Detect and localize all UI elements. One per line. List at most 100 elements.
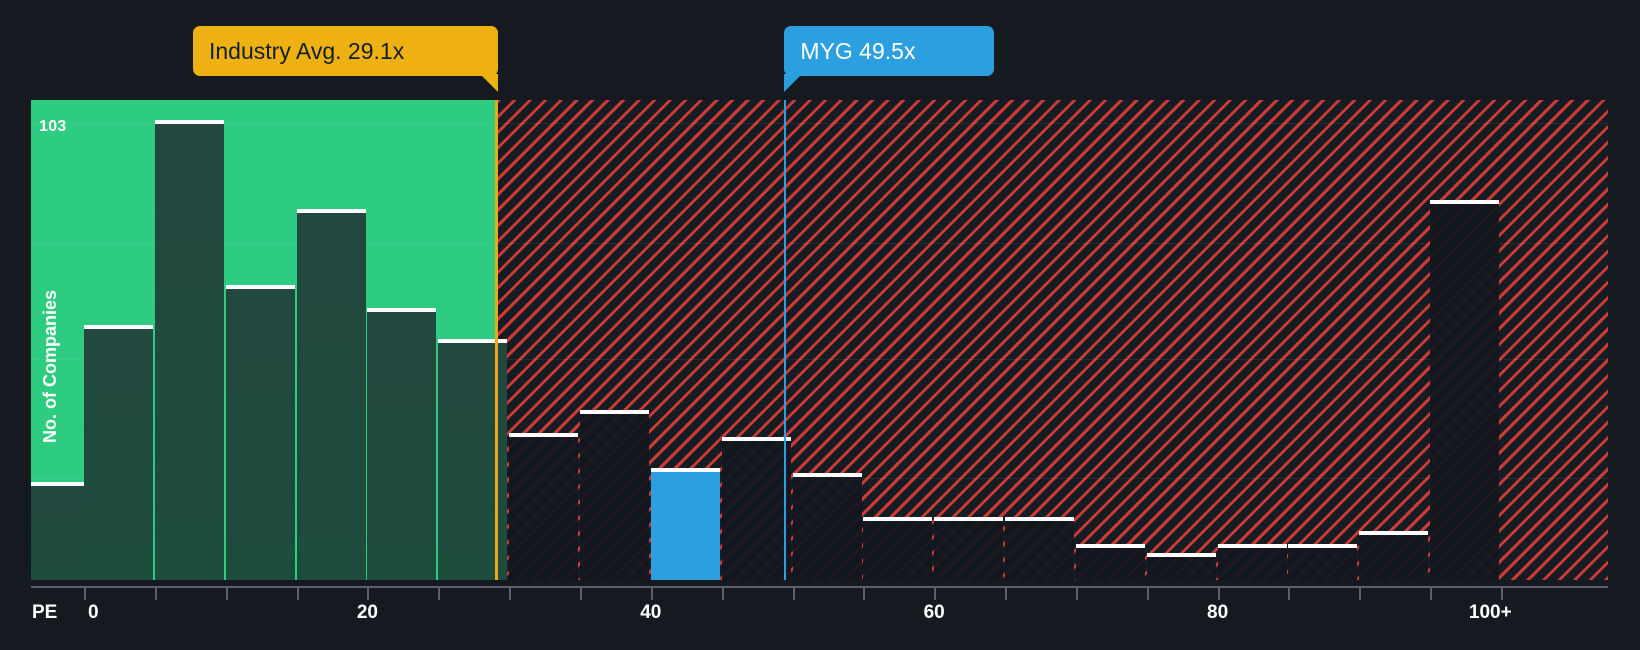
industry-average-callout[interactable]: Industry Avg. 29.1x <box>193 26 499 92</box>
bar[interactable] <box>84 325 153 580</box>
bar[interactable] <box>1147 553 1216 580</box>
gridline <box>31 243 1608 244</box>
bar[interactable] <box>1076 544 1145 580</box>
bar-body <box>651 472 720 580</box>
bar-body <box>84 329 153 580</box>
x-axis-tick <box>1005 588 1008 600</box>
x-axis-label: 40 <box>640 602 662 623</box>
bar-body <box>1288 548 1357 580</box>
x-axis-label: 80 <box>1207 602 1229 623</box>
bar-cap <box>84 325 153 329</box>
x-axis-tick <box>863 588 866 600</box>
bar[interactable] <box>863 517 932 580</box>
bar[interactable] <box>1430 200 1499 580</box>
company-marker-line <box>784 100 787 580</box>
x-axis-label: 100+ <box>1468 602 1512 623</box>
plot-area: 103 <box>31 100 1608 580</box>
bar[interactable] <box>509 433 578 580</box>
bar-cap <box>651 468 720 472</box>
callout-tail-icon <box>480 74 499 92</box>
bar-cap <box>580 410 649 414</box>
x-axis-tick <box>367 588 370 600</box>
bar-cap <box>367 308 436 312</box>
x-axis-tick <box>1359 588 1362 600</box>
x-axis-tick <box>225 588 228 600</box>
bar-cap <box>226 285 295 289</box>
bar-body <box>1147 557 1216 580</box>
x-axis-tick <box>1430 588 1433 600</box>
x-axis-label: 60 <box>923 602 945 623</box>
bar-cap <box>863 517 932 521</box>
bar-body <box>722 441 791 580</box>
gridline <box>31 359 1608 360</box>
bar[interactable] <box>580 410 649 580</box>
bar[interactable] <box>651 468 720 580</box>
bar-body <box>863 521 932 580</box>
x-axis-tick <box>579 588 582 600</box>
bar-cap <box>155 120 224 124</box>
x-axis-tick <box>154 588 157 600</box>
bar-body <box>297 213 366 580</box>
x-axis-tick <box>1501 588 1503 600</box>
bar[interactable] <box>297 209 366 580</box>
bar[interactable] <box>155 120 224 580</box>
bar-body <box>509 437 578 580</box>
industry-average-label: Industry Avg. 29.1x <box>209 37 405 64</box>
bar-cap <box>438 339 507 343</box>
gridline <box>31 123 1608 124</box>
bar-body <box>226 289 295 580</box>
bar-body <box>155 124 224 580</box>
bar-cap <box>1005 517 1074 521</box>
bar-cap <box>793 473 862 477</box>
bar-cap <box>934 517 1003 521</box>
x-axis-tick <box>1288 588 1291 600</box>
x-axis-label: 20 <box>356 602 378 623</box>
company-label: MYG 49.5x <box>800 37 916 64</box>
bar[interactable] <box>226 285 295 580</box>
bar-cap <box>509 433 578 437</box>
bar[interactable] <box>722 437 791 580</box>
bar[interactable] <box>1005 517 1074 580</box>
x-axis-tick <box>1146 588 1149 600</box>
callout-tail-icon <box>784 74 803 92</box>
x-axis-tick <box>438 588 441 600</box>
bar-body <box>1218 548 1287 580</box>
bar[interactable] <box>1359 531 1428 580</box>
company-callout[interactable]: MYG 49.5x <box>784 26 995 92</box>
bar-cap <box>1218 544 1287 548</box>
bar-body <box>1359 535 1428 580</box>
bar-cap <box>1359 531 1428 535</box>
y-axis-title: No. of Companies <box>40 290 60 444</box>
bar[interactable] <box>1288 544 1357 580</box>
overvalued-band <box>497 100 1608 580</box>
x-axis-tick <box>509 588 512 600</box>
bar-cap <box>31 482 100 486</box>
bar[interactable] <box>367 308 436 580</box>
x-axis-tick <box>84 588 86 600</box>
bar-body <box>793 477 862 580</box>
bar-body <box>1076 548 1145 580</box>
x-axis-tick <box>934 588 937 600</box>
bar-body <box>934 521 1003 580</box>
bar-cap <box>1430 200 1499 204</box>
x-axis-tick <box>792 588 795 600</box>
bar[interactable] <box>1218 544 1287 580</box>
x-axis-tick <box>296 588 299 600</box>
bar-cap <box>1288 544 1357 548</box>
x-axis-line <box>31 586 1608 588</box>
industry-average-line <box>495 100 499 580</box>
bar-cap <box>1076 544 1145 548</box>
bar-body <box>1430 204 1499 580</box>
bar[interactable] <box>934 517 1003 580</box>
bar-body <box>580 414 649 580</box>
x-axis-tick <box>650 588 653 600</box>
bar-body <box>367 312 436 580</box>
x-axis-label: 0 <box>88 602 99 623</box>
bar-body <box>1005 521 1074 580</box>
x-axis-tick <box>721 588 724 600</box>
bar-cap <box>297 209 366 213</box>
bar[interactable] <box>793 473 862 580</box>
max-value-label: 103 <box>39 118 67 135</box>
x-axis-title: PE <box>32 602 58 623</box>
